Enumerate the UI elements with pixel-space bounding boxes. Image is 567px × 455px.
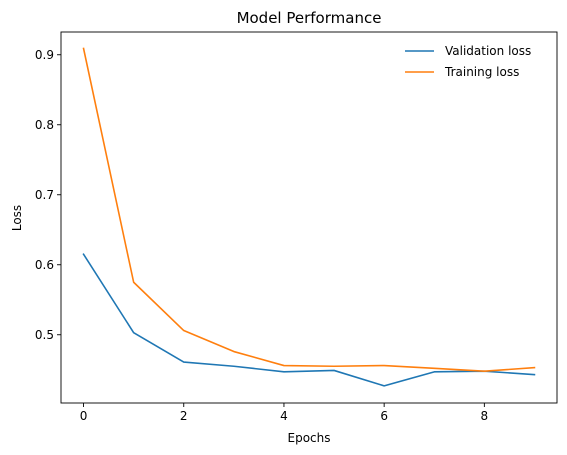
series-line-validation-loss	[82, 253, 536, 387]
y-tick-label: 0.9	[35, 48, 54, 62]
series-line-training-loss	[82, 47, 536, 372]
y-tick-label: 0.8	[35, 118, 54, 132]
x-tick-label: 6	[380, 409, 388, 423]
legend: Validation loss Training loss	[405, 44, 531, 79]
x-tick-label: 4	[280, 409, 288, 423]
plot-frame	[60, 31, 558, 404]
y-tick-label: 0.5	[35, 328, 54, 342]
x-tick-label: 8	[481, 409, 489, 423]
series-layer	[82, 47, 536, 387]
y-tick-label: 0.7	[35, 188, 54, 202]
y-tick-label: 0.6	[35, 258, 54, 272]
legend-label: Training loss	[444, 65, 519, 79]
y-axis-label: Loss	[10, 205, 24, 231]
chart-title: Model Performance	[237, 9, 382, 27]
x-axis-label: Epochs	[288, 431, 331, 445]
x-tick-label: 0	[80, 409, 88, 423]
legend-label: Validation loss	[445, 44, 531, 58]
x-tick-label: 2	[180, 409, 188, 423]
axes-layer: 0 2 4 6 8 0.5 0.6 0.7 0.8 0.9	[35, 31, 558, 423]
